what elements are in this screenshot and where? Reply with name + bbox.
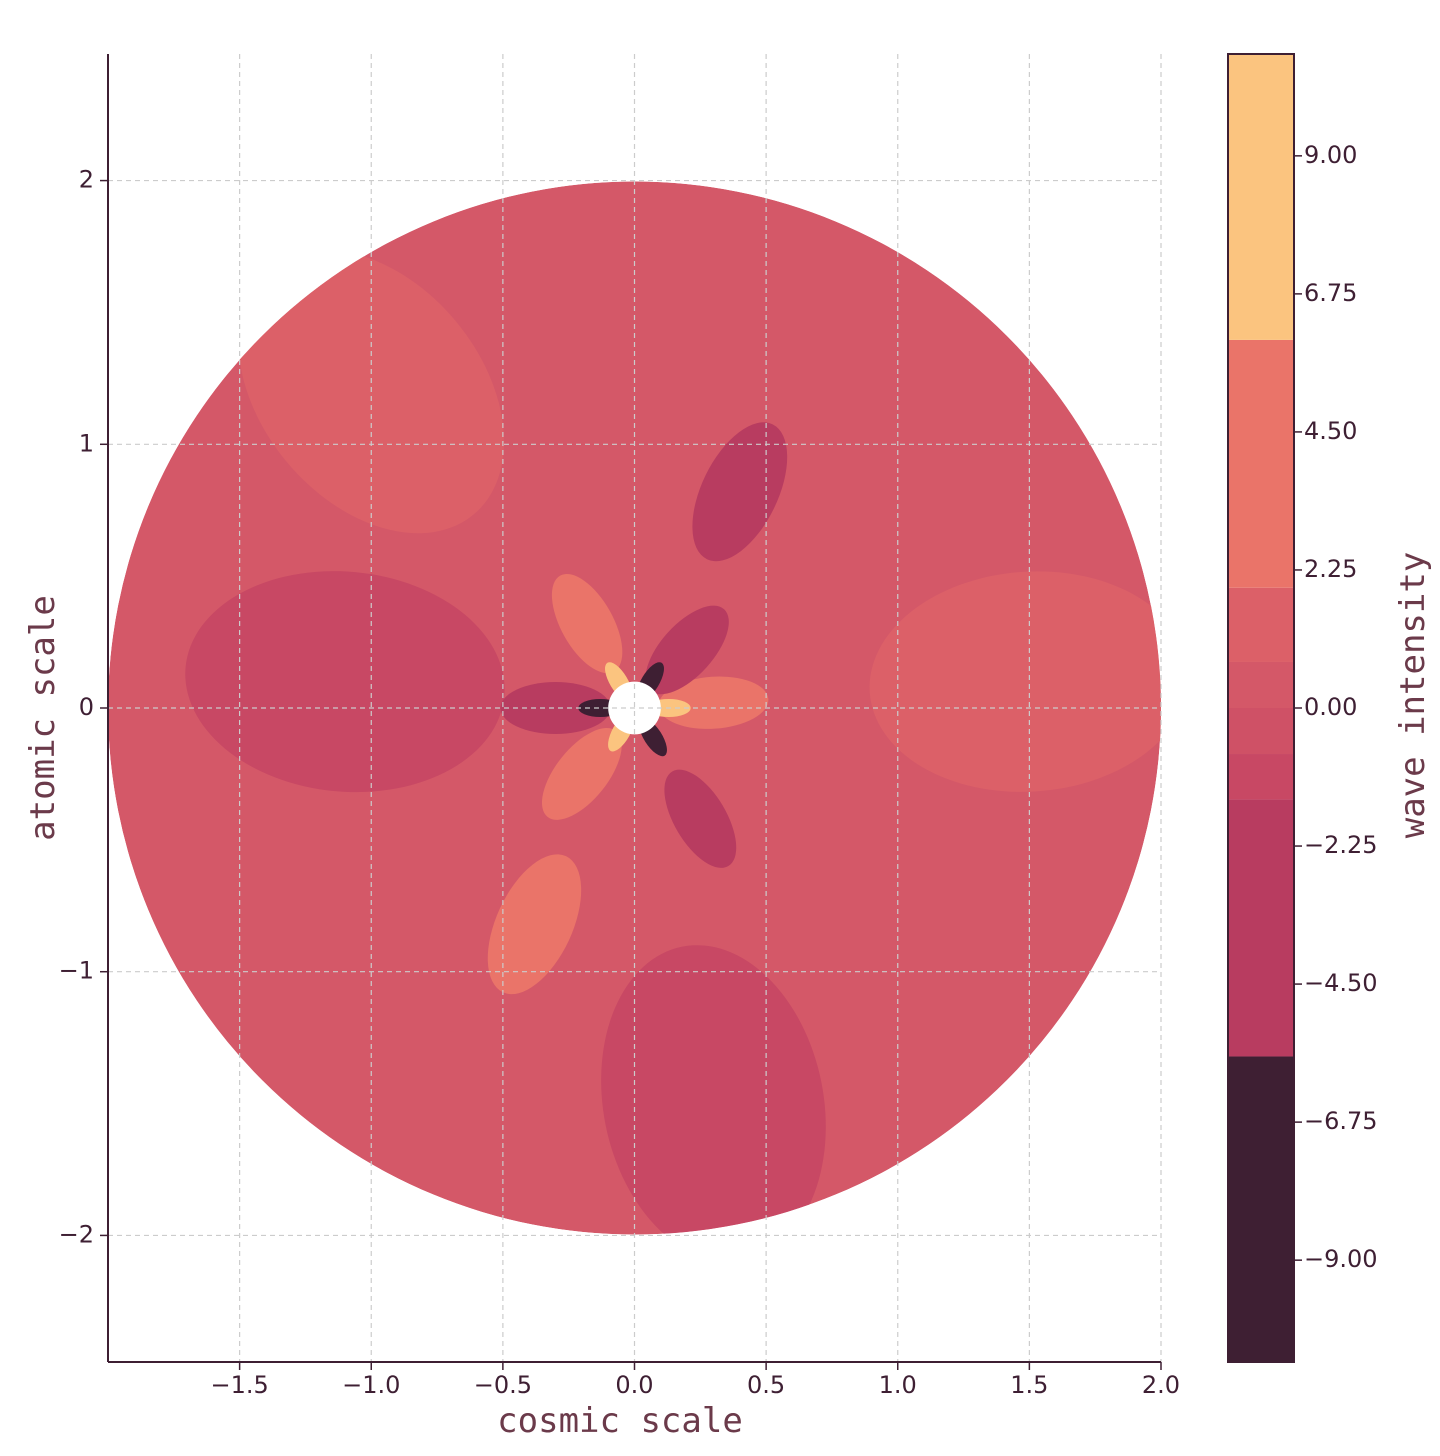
colorbar-tick-label: −6.75 bbox=[1304, 1107, 1378, 1135]
y-tick-label: 2 bbox=[79, 166, 94, 194]
x-tick-label: 2.0 bbox=[1142, 1371, 1180, 1399]
colorbar-tick-label: 4.50 bbox=[1304, 417, 1357, 445]
contour-region bbox=[645, 605, 729, 695]
contour-region bbox=[664, 769, 737, 868]
contour-region bbox=[658, 676, 769, 729]
x-tick-label: 0.0 bbox=[615, 1371, 653, 1399]
x-axis-label: cosmic scale bbox=[497, 1401, 743, 1441]
contour-region bbox=[500, 682, 611, 734]
y-tick-label: −1 bbox=[59, 957, 94, 985]
x-tick-label: −0.5 bbox=[474, 1371, 532, 1399]
contour-field bbox=[108, 181, 1161, 1235]
colorbar-band bbox=[1228, 708, 1294, 755]
y-tick-label: 1 bbox=[79, 429, 94, 457]
contour-region bbox=[541, 727, 622, 820]
colorbar-band bbox=[1228, 339, 1294, 588]
y-tick-label: −2 bbox=[59, 1220, 94, 1248]
contour-region bbox=[185, 571, 505, 793]
colorbar-tick-label: −2.25 bbox=[1304, 831, 1378, 859]
contour-region bbox=[869, 571, 1161, 792]
colorbar-tick-label: 0.00 bbox=[1304, 693, 1357, 721]
colorbar-band bbox=[1228, 754, 1294, 800]
x-tick-label: 0.5 bbox=[747, 1371, 785, 1399]
colorbar-tick-label: 2.25 bbox=[1304, 555, 1357, 583]
contour-region bbox=[487, 854, 582, 995]
y-tick-label: 0 bbox=[79, 693, 94, 721]
x-tick-label: −1.0 bbox=[342, 1371, 400, 1399]
colorbar-tick-label: 6.75 bbox=[1304, 279, 1357, 307]
colorbar-band bbox=[1228, 54, 1294, 340]
colorbar-band bbox=[1228, 661, 1294, 708]
y-axis-label: atomic scale bbox=[23, 595, 63, 841]
colorbar-tick-label: −4.50 bbox=[1304, 969, 1378, 997]
x-tick-label: 1.0 bbox=[879, 1371, 917, 1399]
colorbar-band bbox=[1228, 1056, 1294, 1362]
contour-region bbox=[551, 573, 623, 674]
colorbar-label: wave intensity bbox=[1393, 552, 1433, 839]
colorbar-band bbox=[1228, 587, 1294, 662]
contour-region bbox=[692, 422, 788, 562]
contour-region bbox=[601, 945, 826, 1235]
colorbar-band bbox=[1228, 799, 1294, 1057]
x-tick-label: −1.5 bbox=[210, 1371, 268, 1399]
colorbar-tick-label: −9.00 bbox=[1304, 1245, 1378, 1273]
x-tick-label: 1.5 bbox=[1010, 1371, 1048, 1399]
colorbar-tick-label: 9.00 bbox=[1304, 141, 1357, 169]
